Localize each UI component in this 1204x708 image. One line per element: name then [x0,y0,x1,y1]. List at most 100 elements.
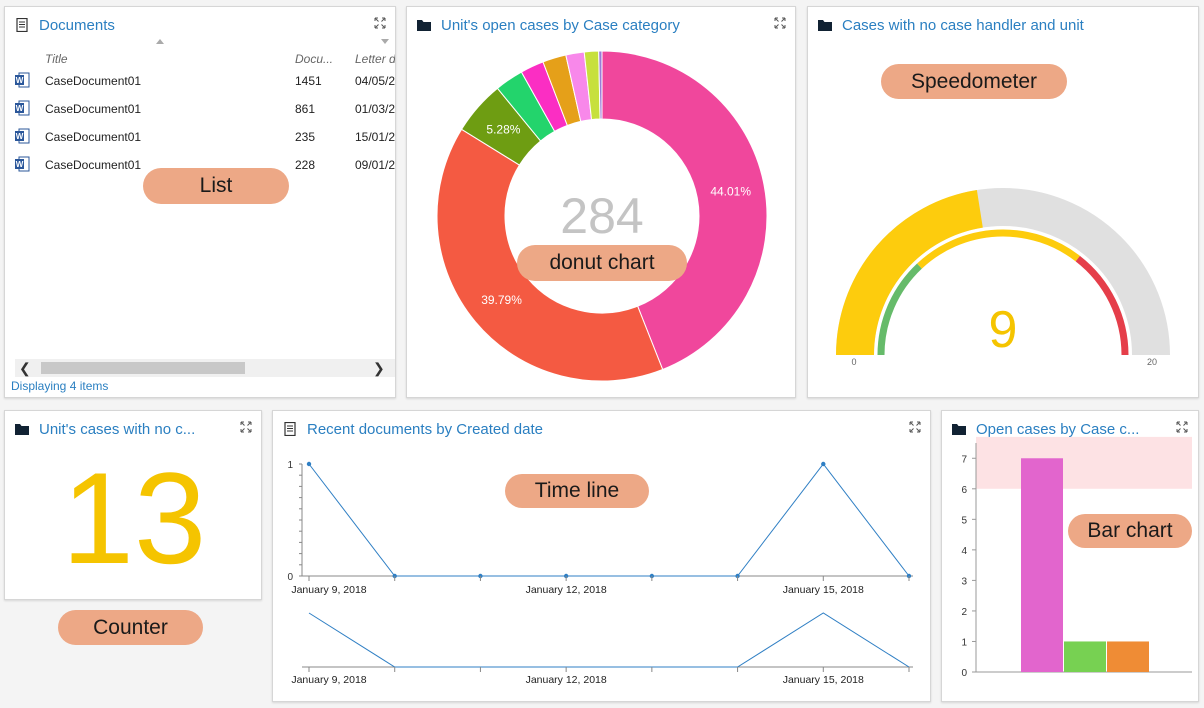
row-document-number: 861 [295,102,316,116]
gauge-min-label: 0 [851,357,856,367]
row-document-number: 235 [295,130,316,144]
bar-y-tick-label: 4 [961,546,967,557]
sort-ascending-icon [156,39,164,44]
counter-widget: Unit's cases with no c... 13 [4,410,262,600]
timeline-y-tick-label: 1 [287,460,293,471]
donut-title-text: Unit's open cases by Case category [441,16,680,34]
speedometer-gauge: 9 0 20 [836,188,1170,367]
bar-y-tick-label: 7 [961,454,967,465]
donut-widget: Unit's open cases by Case category 44.01… [406,6,796,398]
documents-widget-title[interactable]: Documents [15,15,115,35]
table-row[interactable]: W CaseDocument01 1451 04/05/2 [5,67,395,95]
expand-icon[interactable] [774,17,786,29]
timeline-title-text: Recent documents by Created date [307,420,543,438]
donut-chart: 44.01% 39.79% 5.28% 284 [436,50,768,382]
scroll-left-icon[interactable]: ❮ [19,360,31,376]
donut-slice-label: 5.28% [486,123,520,137]
barchart-widget-title[interactable]: Open cases by Case c... [952,419,1162,439]
svg-text:W: W [16,160,24,169]
list-footer: Displaying 4 items [11,379,109,393]
gauge-range-red [1075,255,1129,356]
row-letter-date: 04/05/2 [355,74,395,88]
speedometer-widget-title[interactable]: Cases with no case handler and unit [818,15,1084,35]
expand-icon[interactable] [909,421,921,433]
table-row[interactable]: W CaseDocument01 861 01/03/2 [5,95,395,123]
bar-y-tick-label: 3 [961,576,967,587]
sort-indicator-icon [381,39,389,44]
row-letter-date: 01/03/2 [355,102,395,116]
bar[interactable] [1107,641,1149,672]
donut-slice[interactable] [598,50,603,120]
counter-title-text: Unit's cases with no c... [39,420,196,438]
speedometer-widget: Cases with no case handler and unit Spee… [807,6,1199,398]
counter-widget-title[interactable]: Unit's cases with no c... [15,419,215,439]
folder-icon [15,424,29,435]
bar[interactable] [1021,458,1063,672]
svg-text:W: W [16,132,24,141]
svg-text:W: W [16,104,24,113]
word-document-icon: W [15,100,30,116]
donut-chart-tag: donut chart [517,245,687,281]
gauge-range-green [877,263,922,356]
folder-icon [818,20,832,31]
timeline-point[interactable] [821,461,826,467]
timeline-x-tick-label: January 15, 2018 [783,584,864,596]
column-header-letter-date[interactable]: Letter d [355,52,395,66]
column-header-document-number[interactable]: Docu... [295,52,334,66]
word-document-icon: W [15,156,30,172]
donut-center-value: 284 [560,188,643,244]
bar-y-tick-label: 2 [961,607,967,618]
navigator-x-tick-label: January 12, 2018 [526,674,607,686]
counter-tag: Counter [58,610,203,645]
word-document-icon: W [15,128,30,144]
donut-slice[interactable] [436,128,664,382]
highlight-band [976,436,1192,489]
row-document-number: 1451 [295,74,322,88]
row-letter-date: 09/01/2 [355,158,395,172]
bar-y-tick-label: 5 [961,515,967,526]
svg-text:W: W [16,76,24,85]
barchart-title-text: Open cases by Case c... [976,420,1140,438]
gauge-range-yellow [917,229,1080,269]
donut-widget-title[interactable]: Unit's open cases by Case category [417,15,680,35]
folder-icon [952,424,966,435]
scrollbar-thumb[interactable] [41,362,245,374]
bar-y-tick-label: 6 [961,485,967,496]
row-title: CaseDocument01 [45,102,142,116]
barchart-tag: Bar chart [1068,514,1192,548]
row-title: CaseDocument01 [45,158,142,172]
bar-chart: 0 1 2 3 4 5 6 7 [961,436,1192,679]
table-row[interactable]: W CaseDocument01 235 15/01/2 [5,123,395,151]
timeline-widget-title[interactable]: Recent documents by Created date [283,419,543,439]
column-header-title[interactable]: Title [45,52,68,66]
horizontal-scrollbar[interactable]: ❮ ❯ [15,359,395,377]
navigator-series-line[interactable] [308,612,910,668]
counter-value: 13 [61,445,207,591]
scroll-right-icon[interactable]: ❯ [373,360,385,376]
document-icon [284,422,296,436]
expand-icon[interactable] [1176,421,1188,433]
row-letter-date: 15/01/2 [355,130,395,144]
list-tag: List [143,168,289,204]
row-title: CaseDocument01 [45,74,142,88]
table-row[interactable]: W CaseDocument01 228 09/01/2 [5,151,395,179]
timeline-y-tick-label: 0 [287,572,293,583]
documents-title-text: Documents [39,16,115,34]
word-document-icon: W [15,72,30,88]
timeline-x-tick-label: January 12, 2018 [526,584,607,596]
donut-slice[interactable] [601,50,768,371]
gauge-value: 9 [989,301,1018,359]
row-document-number: 228 [295,158,316,172]
expand-icon[interactable] [374,17,386,29]
donut-slice-label: 44.01% [710,184,751,198]
timeline-widget: Recent documents by Created date 1 0 Janua… [272,410,931,702]
timeline-x-tick-label: January 9, 2018 [291,584,366,596]
row-title: CaseDocument01 [45,130,142,144]
folder-icon [417,20,431,31]
bar-y-tick-label: 0 [961,668,967,679]
timeline-point[interactable] [306,461,312,467]
bar[interactable] [1064,641,1106,672]
gauge-max-label: 20 [1147,357,1157,367]
expand-icon[interactable] [240,421,252,433]
